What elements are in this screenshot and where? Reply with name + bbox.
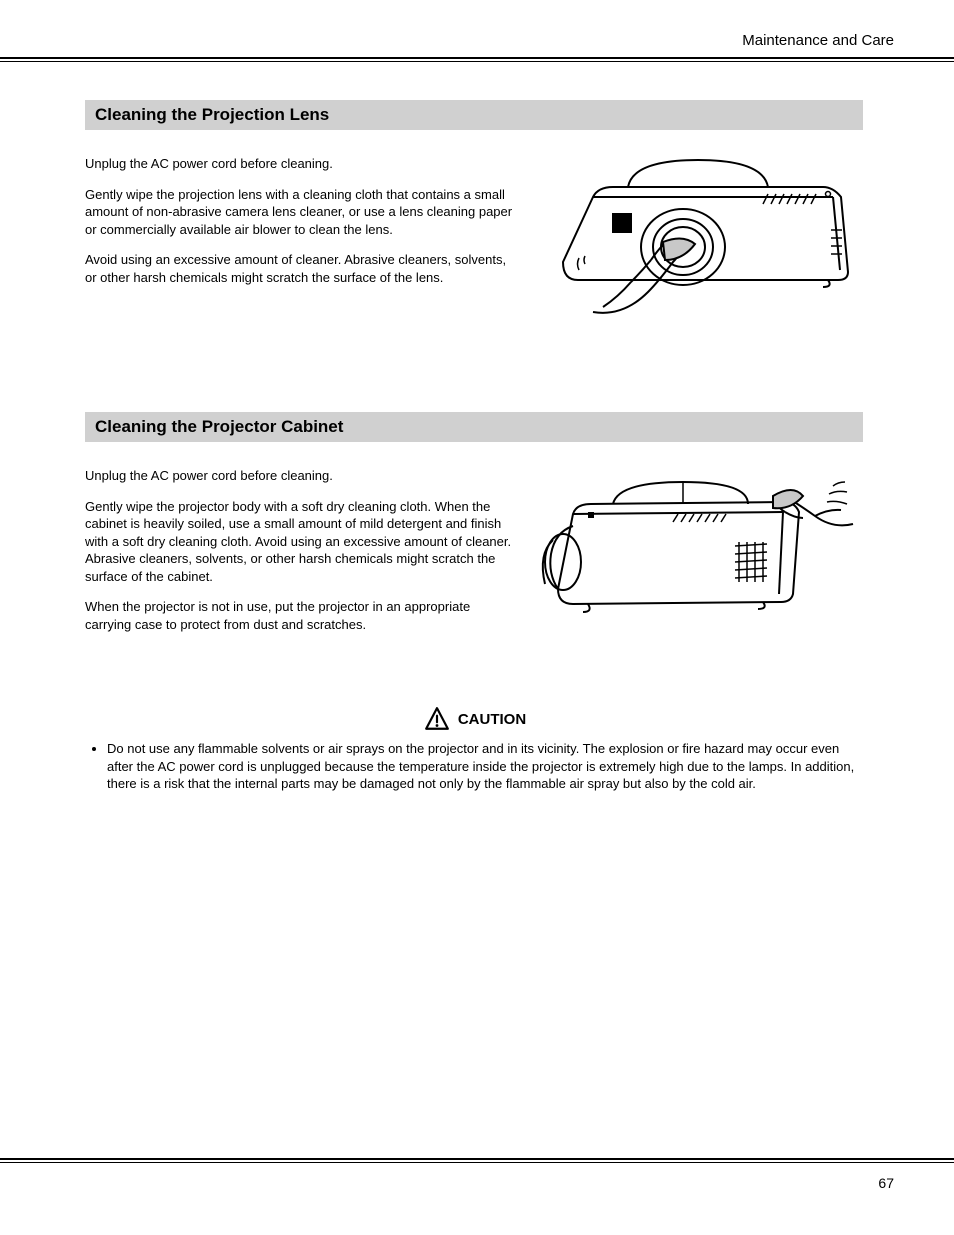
caution-title-row: CAUTION (85, 706, 865, 732)
caution-title-text: CAUTION (458, 711, 526, 728)
section-lens-body: Unplug the AC power cord before cleaning… (85, 142, 863, 342)
cabinet-para-3: When the projector is not in use, put th… (85, 598, 513, 633)
cabinet-para-2: Gently wipe the projector body with a so… (85, 498, 513, 586)
lens-para-3: Avoid using an excessive amount of clean… (85, 251, 513, 286)
section-cabinet: Cleaning the Projector Cabinet Unplug th… (85, 412, 863, 646)
section-lens-title: Cleaning the Projection Lens (85, 100, 863, 130)
section-lens-text: Unplug the AC power cord before cleaning… (85, 142, 513, 342)
section-lens: Cleaning the Projection Lens Unplug the … (85, 100, 863, 342)
caution-box: CAUTION Do not use any flammable solvent… (85, 706, 865, 793)
section-cabinet-text: Unplug the AC power cord before cleaning… (85, 454, 513, 646)
page-number: 67 (878, 1175, 894, 1191)
lens-para-1: Unplug the AC power cord before cleaning… (85, 155, 513, 173)
section-cabinet-body: Unplug the AC power cord before cleaning… (85, 454, 863, 646)
section-cabinet-title: Cleaning the Projector Cabinet (85, 412, 863, 442)
page-content: Cleaning the Projection Lens Unplug the … (85, 100, 863, 797)
top-double-rule (0, 57, 954, 62)
lens-cleaning-illustration (533, 142, 863, 342)
lens-para-2: Gently wipe the projection lens with a c… (85, 186, 513, 239)
bottom-double-rule (0, 1158, 954, 1163)
cabinet-para-1: Unplug the AC power cord before cleaning… (85, 467, 513, 485)
caution-list: Do not use any flammable solvents or air… (85, 740, 865, 793)
page-section-title: Maintenance and Care (742, 32, 894, 49)
caution-item-1: Do not use any flammable solvents or air… (107, 740, 865, 793)
cabinet-cleaning-illustration (533, 454, 863, 644)
warning-triangle-icon (424, 706, 450, 732)
